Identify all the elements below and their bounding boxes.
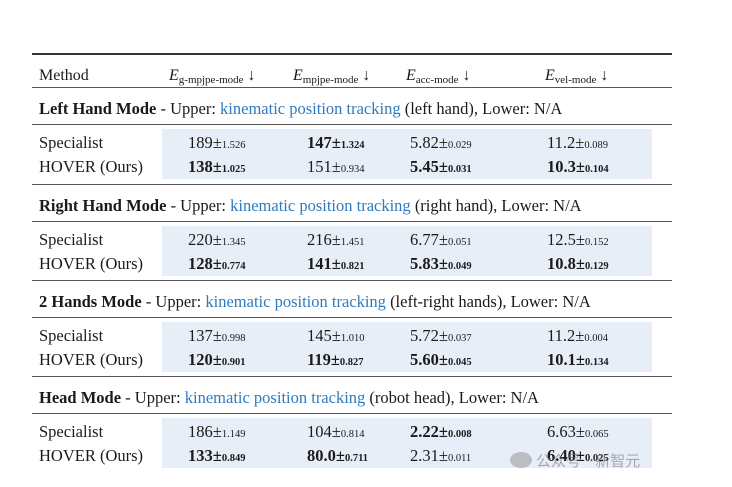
- method-name: Specialist: [39, 230, 104, 249]
- section-rule: [32, 184, 672, 185]
- metric-cell: 5.83±0.049: [410, 254, 472, 273]
- upper-label: - Upper:: [166, 196, 231, 215]
- method-name: HOVER (Ours): [39, 254, 144, 273]
- metric-cell: 145±1.010: [307, 326, 365, 345]
- row-highlight: [162, 226, 652, 276]
- metric-cell: 120±0.901: [188, 350, 246, 369]
- metric-cell: 80.0±0.711: [307, 446, 368, 465]
- header-vel: Evel-mode ↓: [545, 67, 609, 86]
- section-title: Head Mode - Upper: kinematic position tr…: [39, 388, 539, 408]
- metric-cell: 5.60±0.045: [410, 350, 472, 369]
- metric-cell: 10.3±0.104: [547, 157, 609, 176]
- metric-cell: 11.2±0.004: [547, 326, 608, 345]
- table-row: HOVER (Ours) 138±1.025 151±0.934 5.45±0.031…: [32, 157, 672, 181]
- mode-name: 2 Hands Mode: [39, 292, 142, 311]
- metric-cell: 189±1.526: [188, 133, 246, 152]
- tracking-label: kinematic position tracking: [205, 292, 386, 311]
- metric-cell: 6.40±0.025: [547, 446, 609, 465]
- metric-cell: 104±0.814: [307, 422, 365, 441]
- top-rule: [32, 53, 672, 55]
- method-name: Specialist: [39, 133, 104, 152]
- row-highlight: [162, 129, 652, 179]
- metric-cell: 147±1.324: [307, 133, 365, 152]
- upper-label: - Upper:: [141, 292, 206, 311]
- lower-label: (right hand), Lower: N/A: [410, 196, 582, 215]
- metric-cell: 10.8±0.129: [547, 254, 609, 273]
- header-acc: Eacc-mode ↓: [406, 67, 471, 86]
- metric-cell: 186±1.149: [188, 422, 246, 441]
- section-rule: [32, 413, 672, 414]
- section-rule: [32, 87, 672, 88]
- lower-label: (left-right hands), Lower: N/A: [385, 292, 591, 311]
- metric-cell: 5.45±0.031: [410, 157, 472, 176]
- metric-cell: 6.63±0.065: [547, 422, 609, 441]
- lower-label: (left hand), Lower: N/A: [400, 99, 563, 118]
- method-name: HOVER (Ours): [39, 446, 144, 465]
- metric-cell: 6.77±0.051: [410, 230, 472, 249]
- metric-cell: 11.2±0.089: [547, 133, 608, 152]
- table-row: Specialist 189±1.526 147±1.324 5.82±0.029 11…: [32, 133, 672, 157]
- metric-cell: 2.31±0.011: [410, 446, 472, 465]
- method-name: Specialist: [39, 326, 104, 345]
- metric-cell: 138±1.025: [188, 157, 246, 176]
- metric-cell: 12.5±0.152: [547, 230, 609, 249]
- metric-cell: 119±0.827: [307, 350, 364, 369]
- table-row: Specialist 186±1.149 104±0.814 2.22±0.008 6.…: [32, 422, 672, 446]
- method-name: HOVER (Ours): [39, 157, 144, 176]
- metric-cell: 141±0.821: [307, 254, 365, 273]
- metric-cell: 151±0.934: [307, 157, 365, 176]
- section-rule: [32, 221, 672, 222]
- header-g-mpjpe: Eg-mpjpe-mode ↓: [169, 67, 256, 86]
- section-rule: [32, 124, 672, 125]
- metric-cell: 5.72±0.037: [410, 326, 472, 345]
- method-name: Specialist: [39, 422, 104, 441]
- table-row: HOVER (Ours) 133±0.849 80.0±0.711 2.31±0.01…: [32, 446, 672, 470]
- metric-cell: 133±0.849: [188, 446, 246, 465]
- table-row: HOVER (Ours) 120±0.901 119±0.827 5.60±0.045…: [32, 350, 672, 374]
- section-title: Right Hand Mode - Upper: kinematic posit…: [39, 196, 582, 216]
- metric-cell: 137±0.998: [188, 326, 246, 345]
- table-row: Specialist 137±0.998 145±1.010 5.72±0.037 11…: [32, 326, 672, 350]
- metric-cell: 2.22±0.008: [410, 422, 472, 441]
- header-mpjpe: Empjpe-mode ↓: [293, 67, 371, 86]
- header-method: Method: [39, 67, 89, 84]
- table-header: Method Eg-mpjpe-mode ↓ Empjpe-mode ↓ Eac…: [32, 63, 672, 89]
- watermark: 公众号 · 新智元: [510, 450, 640, 471]
- metric-cell: 216±1.451: [307, 230, 365, 249]
- mode-name: Left Hand Mode: [39, 99, 157, 118]
- row-highlight: [162, 418, 652, 468]
- tracking-label: kinematic position tracking: [220, 99, 401, 118]
- mode-name: Head Mode: [39, 388, 122, 407]
- tracking-label: kinematic position tracking: [184, 388, 366, 407]
- lower-label: (robot head), Lower: N/A: [365, 388, 539, 407]
- upper-label: - Upper:: [156, 99, 221, 118]
- mode-name: Right Hand Mode: [39, 196, 167, 215]
- metric-cell: 5.82±0.029: [410, 133, 472, 152]
- table-row: HOVER (Ours) 128±0.774 141±0.821 5.83±0.049…: [32, 254, 672, 278]
- metric-cell: 220±1.345: [188, 230, 246, 249]
- section-rule: [32, 376, 672, 377]
- upper-label: - Upper:: [121, 388, 185, 407]
- section-title: Left Hand Mode - Upper: kinematic positi…: [39, 99, 562, 119]
- tracking-label: kinematic position tracking: [230, 196, 411, 215]
- section-rule: [32, 280, 672, 281]
- section-title: 2 Hands Mode - Upper: kinematic position…: [39, 292, 591, 312]
- metric-cell: 128±0.774: [188, 254, 246, 273]
- method-name: HOVER (Ours): [39, 350, 144, 369]
- metric-cell: 10.1±0.134: [547, 350, 609, 369]
- row-highlight: [162, 322, 652, 372]
- table-row: Specialist 220±1.345 216±1.451 6.77±0.051 12…: [32, 230, 672, 254]
- wechat-icon: [510, 452, 532, 468]
- section-rule: [32, 317, 672, 318]
